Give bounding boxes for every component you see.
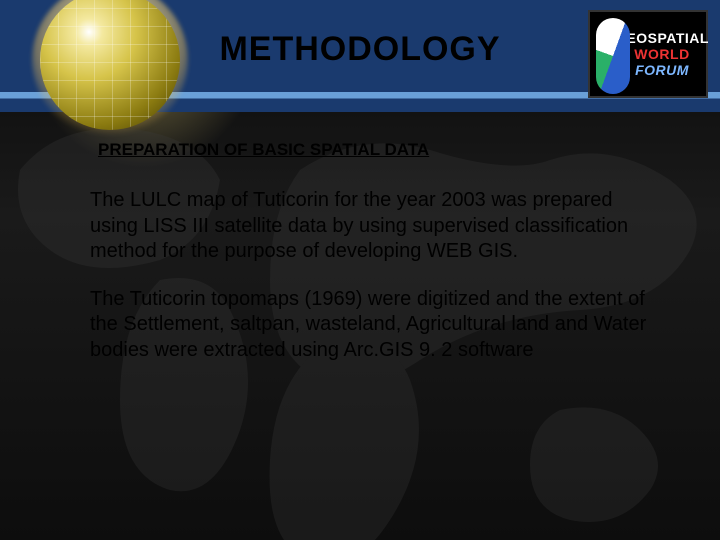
paragraph-1: The LULC map of Tuticorin for the year 2…: [90, 188, 650, 265]
forum-badge: GEOSPATIAL WORLD FORUM: [588, 10, 708, 98]
section-subheading: PREPARATION OF BASIC SPATIAL DATA: [98, 140, 650, 160]
badge-swirl-icon: [596, 18, 630, 94]
content-area: PREPARATION OF BASIC SPATIAL DATA The LU…: [90, 140, 650, 386]
globe-logo: [40, 0, 180, 130]
paragraph-2: The Tuticorin topomaps (1969) were digit…: [90, 287, 650, 364]
